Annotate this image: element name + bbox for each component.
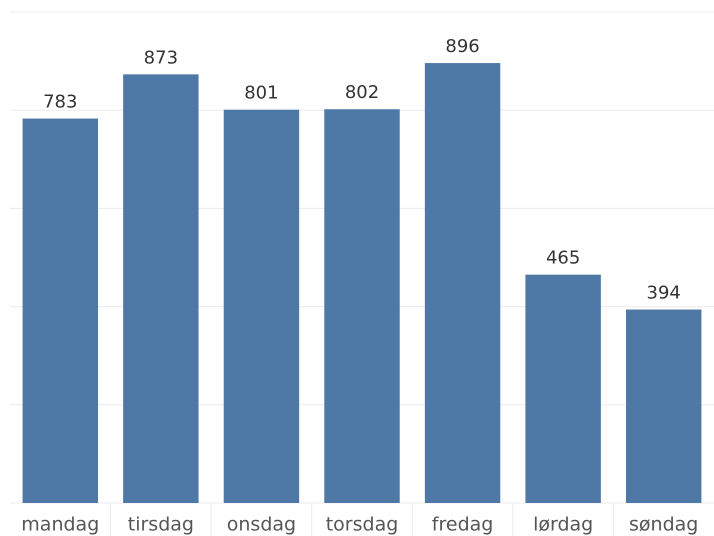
value-label: 465 bbox=[546, 248, 580, 269]
x-tick-label: fredag bbox=[432, 514, 494, 536]
value-label: 896 bbox=[445, 36, 479, 57]
value-label: 801 bbox=[244, 83, 278, 104]
x-tick-label: torsdag bbox=[326, 514, 399, 536]
bar bbox=[223, 109, 300, 504]
x-tick-label: søndag bbox=[629, 514, 698, 536]
bar bbox=[324, 109, 400, 503]
value-label: 783 bbox=[43, 92, 77, 113]
bar bbox=[424, 63, 501, 504]
bar bbox=[525, 274, 601, 503]
x-tick-label: tirsdag bbox=[128, 514, 194, 536]
x-tick-label: mandag bbox=[21, 514, 99, 536]
x-tick-label: onsdag bbox=[227, 514, 296, 536]
bar bbox=[22, 118, 99, 503]
bar bbox=[626, 309, 702, 503]
bar bbox=[123, 74, 199, 504]
value-label: 394 bbox=[647, 283, 681, 304]
value-label: 873 bbox=[144, 47, 178, 68]
x-tick-label: lørdag bbox=[533, 514, 593, 536]
value-label: 802 bbox=[345, 82, 379, 103]
